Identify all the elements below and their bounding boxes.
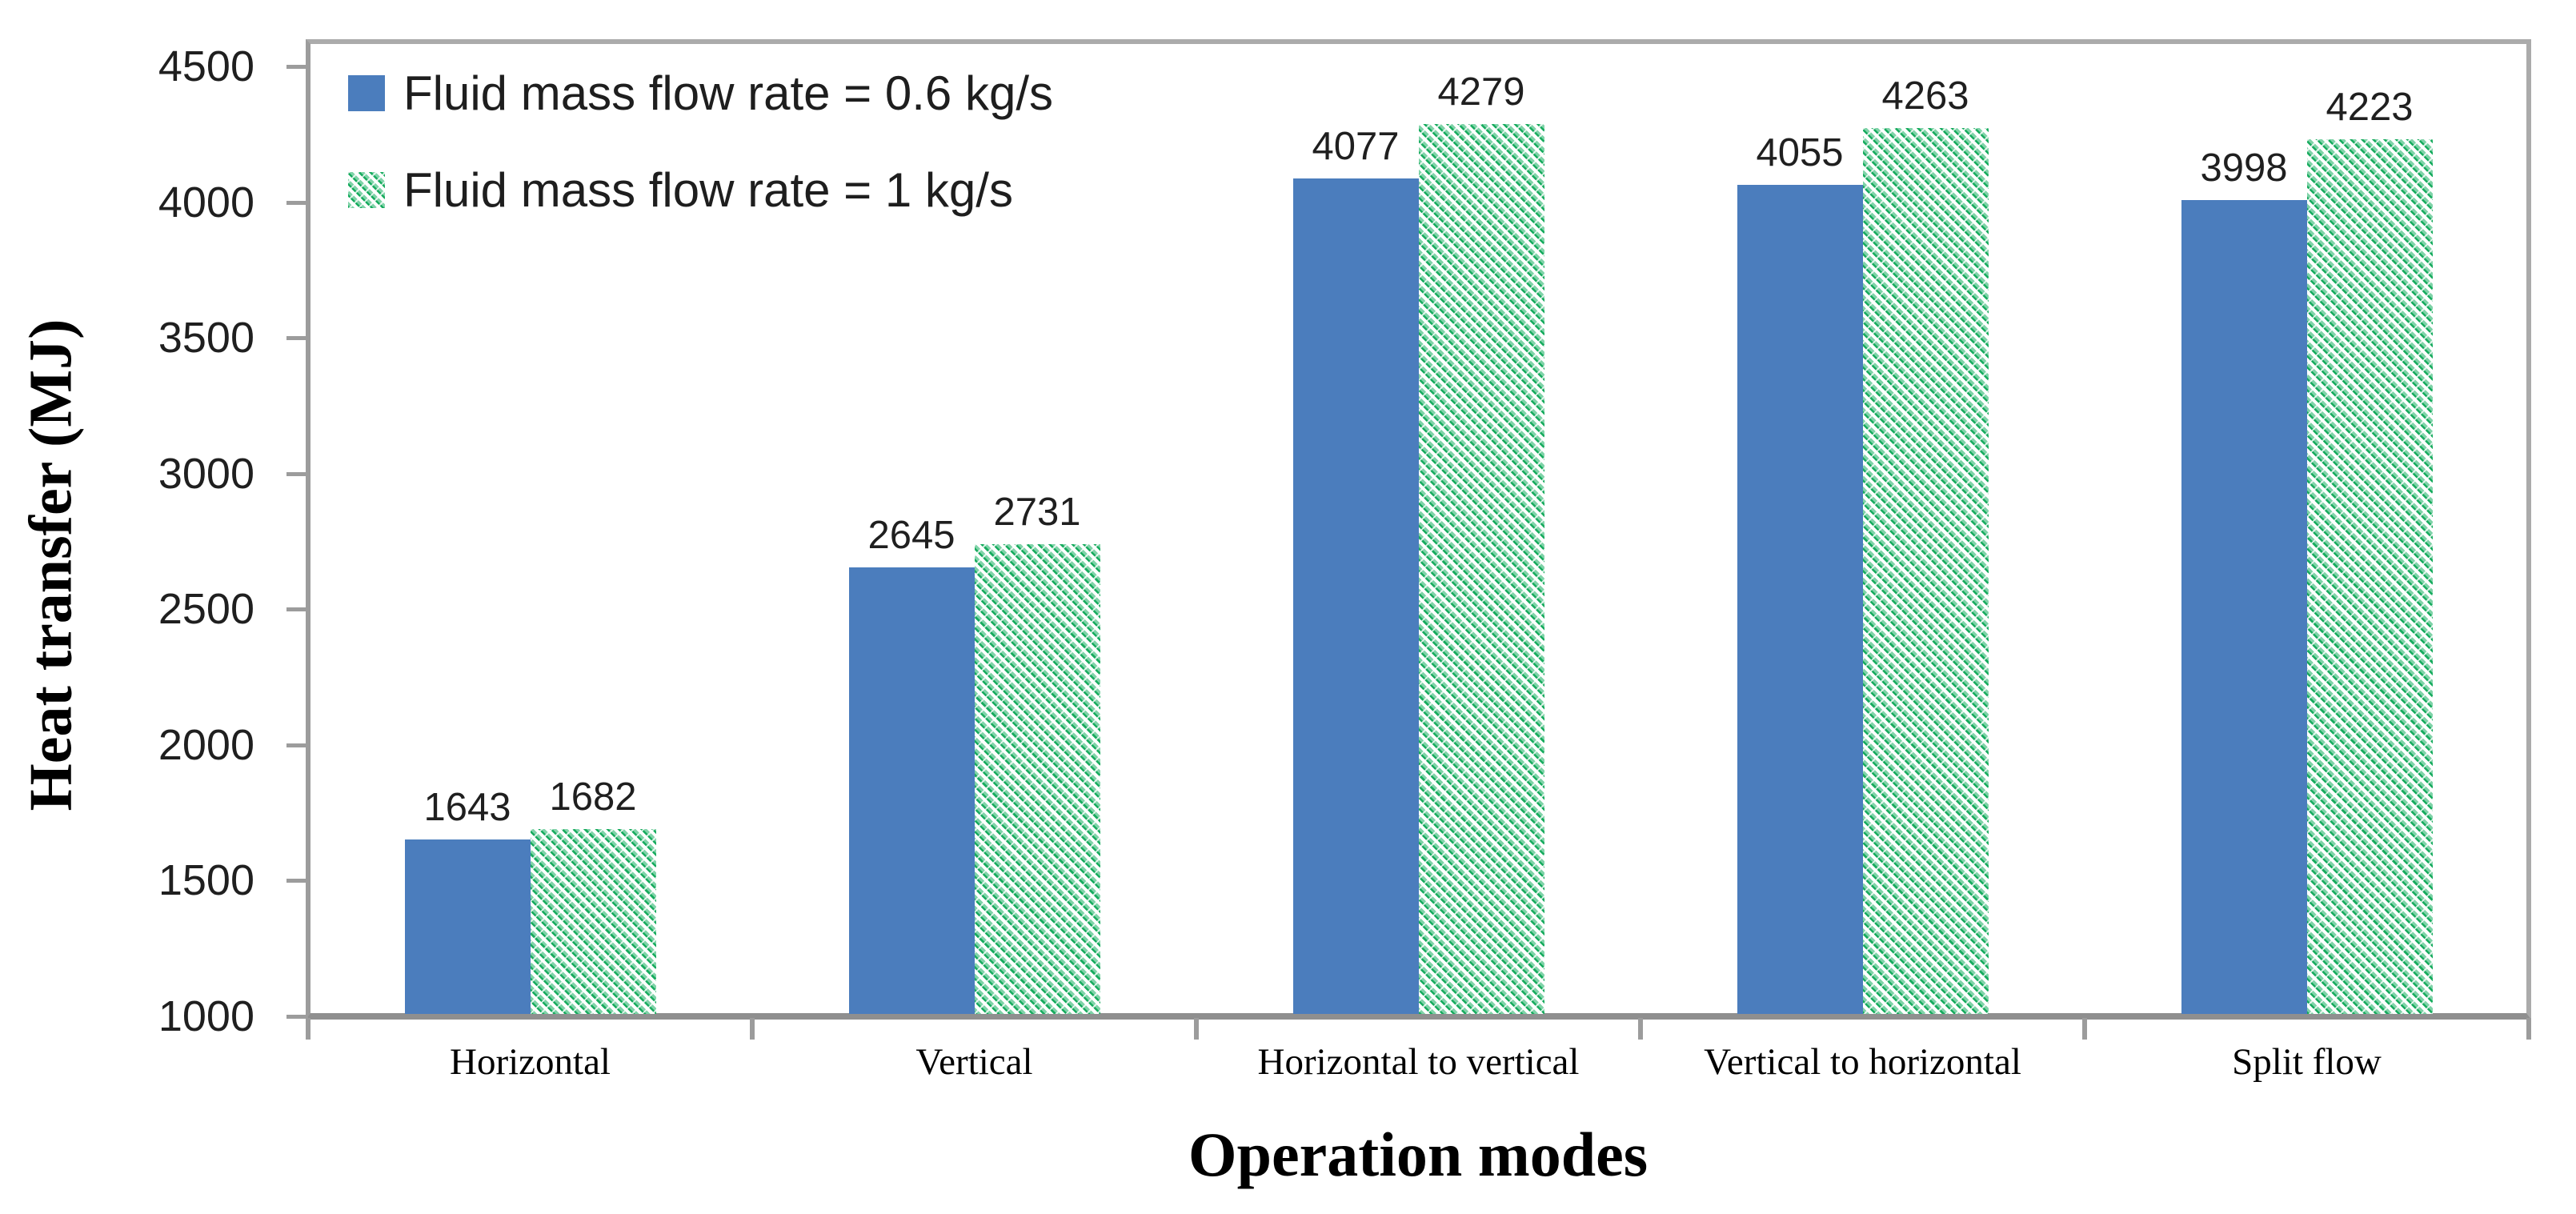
x-tick xyxy=(2526,1018,2531,1040)
bar-series2-cat3 xyxy=(1418,124,1544,1014)
y-tick-label: 1500 xyxy=(158,856,254,905)
bar-series2-cat5 xyxy=(2306,139,2433,1014)
legend-item: Fluid mass flow rate = 1 kg/s xyxy=(348,162,1053,218)
bar-value-label: 1643 xyxy=(423,786,511,829)
y-tick xyxy=(286,607,308,612)
category-label: Horizontal xyxy=(450,1041,611,1083)
bar-value-label: 4055 xyxy=(1756,131,1844,174)
bar-value-label: 3998 xyxy=(2200,146,2288,190)
x-tick xyxy=(1194,1018,1199,1040)
legend-swatch-solid-icon xyxy=(348,75,385,111)
bar-series1-cat5 xyxy=(2181,200,2307,1014)
category-label: Split flow xyxy=(2232,1041,2382,1083)
y-tick-label: 4000 xyxy=(158,178,254,226)
x-tick xyxy=(1638,1018,1643,1040)
bar-series1-cat1 xyxy=(404,839,531,1014)
x-tick xyxy=(2082,1018,2087,1040)
x-tick xyxy=(750,1018,755,1040)
legend: Fluid mass flow rate = 0.6 kg/s Fluid mas… xyxy=(348,66,1053,218)
bar-series2-cat4 xyxy=(1862,128,1989,1014)
y-tick xyxy=(286,200,308,205)
y-tick-label: 3000 xyxy=(158,449,254,498)
legend-item: Fluid mass flow rate = 0.6 kg/s xyxy=(348,66,1053,121)
y-tick-label: 3500 xyxy=(158,314,254,363)
category-label: Vertical xyxy=(915,1041,1033,1083)
y-tick xyxy=(286,65,308,69)
legend-label: Fluid mass flow rate = 1 kg/s xyxy=(403,163,1013,217)
y-tick xyxy=(286,336,308,341)
y-tick xyxy=(286,743,308,747)
bar-value-label: 4077 xyxy=(1312,125,1400,168)
x-axis-title: Operation modes xyxy=(1188,1120,1649,1189)
y-tick xyxy=(286,471,308,476)
category-label: Vertical to horizontal xyxy=(1704,1041,2021,1083)
bar-series2-cat2 xyxy=(974,544,1100,1014)
y-tick-label: 1000 xyxy=(158,992,254,1040)
x-tick xyxy=(306,1018,310,1040)
y-tick-label: 4500 xyxy=(158,42,254,90)
y-tick-label: 2000 xyxy=(158,720,254,769)
bar-value-label: 4279 xyxy=(1437,70,1525,114)
bar-value-label: 4263 xyxy=(1881,74,1969,118)
legend-label: Fluid mass flow rate = 0.6 kg/s xyxy=(403,66,1053,120)
bar-series1-cat3 xyxy=(1292,178,1419,1014)
bar-value-label: 4223 xyxy=(2326,86,2414,129)
bar-value-label: 1682 xyxy=(549,775,637,819)
legend-swatch-hatch-icon xyxy=(348,172,385,208)
bar-series1-cat4 xyxy=(1737,185,1863,1014)
bar-series1-cat2 xyxy=(848,567,975,1014)
y-tick xyxy=(286,1015,308,1019)
y-tick-label: 2500 xyxy=(158,585,254,634)
category-label: Horizontal to vertical xyxy=(1257,1041,1580,1083)
bar-value-label: 2645 xyxy=(867,514,955,557)
bar-series2-cat1 xyxy=(530,829,656,1014)
bar-value-label: 2731 xyxy=(993,491,1081,534)
y-tick xyxy=(286,879,308,883)
